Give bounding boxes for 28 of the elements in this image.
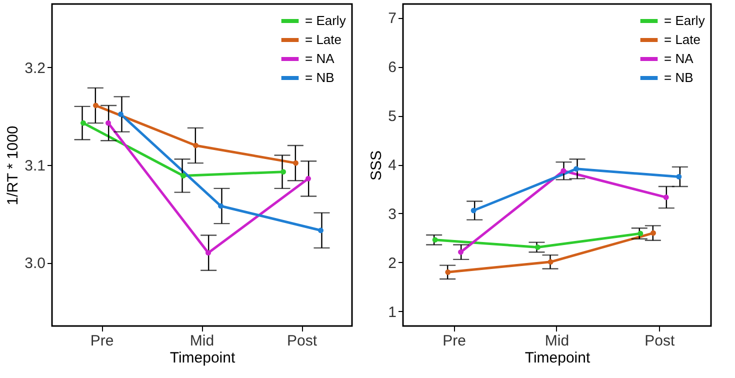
y-tick-label: 3.2 <box>24 60 46 77</box>
legend-label: = Early <box>664 13 706 28</box>
y-tick-label: 4 <box>388 157 396 174</box>
x-tick-label: Mid <box>190 332 214 350</box>
y-tick-label: 3.0 <box>24 255 46 272</box>
y-tick-label: 3.1 <box>24 158 46 174</box>
y-tick-label: 5 <box>388 108 396 126</box>
x-tick-label: Pre <box>90 332 114 350</box>
x-axis-title: Timepoint <box>524 350 591 366</box>
legend-label: = Early <box>305 13 346 28</box>
y-axis-title: SSS <box>368 150 386 181</box>
legend-label: = NB <box>664 70 694 85</box>
y-tick-label: 2 <box>388 254 396 272</box>
y-tick-label: 6 <box>388 59 396 76</box>
x-tick-label: Post <box>286 332 318 350</box>
legend-label: = NA <box>664 51 694 66</box>
x-axis-title: Timepoint <box>170 350 236 366</box>
x-tick-label: Pre <box>442 332 466 350</box>
x-tick-label: Post <box>644 332 676 350</box>
legend-label: = NA <box>305 51 335 66</box>
legend-label: = Late <box>305 32 342 47</box>
y-axis-title: 1/RT * 1000 <box>4 126 22 206</box>
y-tick-label: 1 <box>388 304 396 321</box>
legend-label: = NB <box>305 70 334 85</box>
y-tick-label: 7 <box>388 10 396 28</box>
x-tick-label: Mid <box>544 332 570 350</box>
y-tick-label: 3 <box>388 206 396 223</box>
legend-label: = Late <box>664 32 701 47</box>
